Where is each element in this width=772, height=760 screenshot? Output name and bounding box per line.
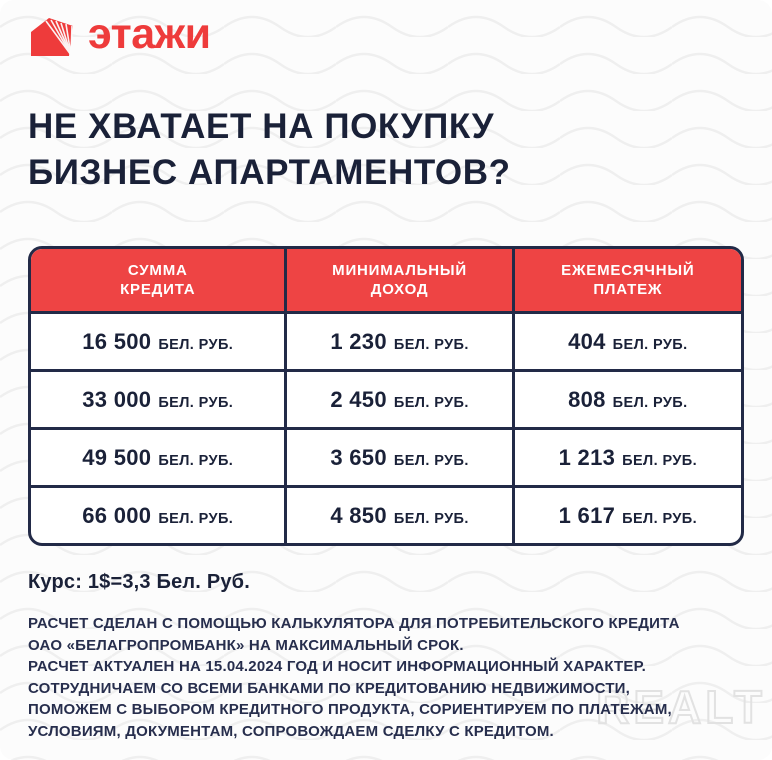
disclaimer-line: РАСЧЕТ АКТУАЛЕН НА 15.04.2024 ГОД И НОСИ… <box>28 658 646 675</box>
realt-watermark: REALT <box>595 680 766 734</box>
monthly-payment-cell: 808 БЕЛ. РУБ. <box>511 369 741 427</box>
currency-unit: БЕЛ. РУБ. <box>622 510 698 527</box>
currency-unit: БЕЛ. РУБ. <box>393 510 469 527</box>
page-title-line2: БИЗНЕС АПАРТАМЕНТОВ? <box>28 153 511 192</box>
currency-unit: БЕЛ. РУБ. <box>393 394 469 411</box>
amount-value: 1 230 <box>330 328 387 354</box>
table-row: 49 500 БЕЛ. РУБ. 3 650 БЕЛ. РУБ. 1 213 БЕЛ.… <box>31 427 741 485</box>
table-header-row: СУММА КРЕДИТА МИНИМАЛЬНЫЙ ДОХОД ЕЖЕМЕСЯЧ… <box>31 249 741 311</box>
currency-unit: БЕЛ. РУБ. <box>622 452 698 469</box>
column-header-monthly-payment: ЕЖЕМЕСЯЧНЫЙ ПЛАТЕЖ <box>511 249 741 311</box>
currency-unit: БЕЛ. РУБ. <box>612 394 688 411</box>
brand-logo: этажи <box>28 9 744 61</box>
monthly-payment-cell: 404 БЕЛ. РУБ. <box>511 311 741 369</box>
amount-value: 1 617 <box>558 502 616 528</box>
amount-value: 16 500 <box>82 328 152 354</box>
monthly-payment-cell: 1 213 БЕЛ. РУБ. <box>511 427 741 485</box>
brand-name: этажи <box>88 9 211 58</box>
credit-sum-cell: 66 000 БЕЛ. РУБ. <box>31 485 285 543</box>
exchange-rate-note: Курс: 1$=3,3 Бел. Руб. <box>28 571 250 593</box>
page-title-line1: НЕ ХВАТАЕТ НА ПОКУПКУ <box>28 107 495 146</box>
disclaimer-line: УСЛОВИЯМ, ДОКУМЕНТАМ, СОПРОВОЖДАЕМ СДЕЛК… <box>28 722 554 740</box>
currency-unit: БЕЛ. РУБ. <box>158 336 234 353</box>
credit-sum-cell: 49 500 БЕЛ. РУБ. <box>31 427 285 485</box>
disclaimer-line: ПОМОЖЕМ С ВЫБОРОМ КРЕДИТНОГО ПРОДУКТА, С… <box>28 701 672 718</box>
credit-table: СУММА КРЕДИТА МИНИМАЛЬНЫЙ ДОХОД ЕЖЕМЕСЯЧ… <box>28 246 744 546</box>
min-income-cell: 1 230 БЕЛ. РУБ. <box>284 311 512 369</box>
table-row: 66 000 БЕЛ. РУБ. 4 850 БЕЛ. РУБ. 1 617 БЕЛ.… <box>31 485 741 543</box>
disclaimer-line: ОАО «БЕЛАГРОПРОМБАНК» НА МАКСИМАЛЬНЫЙ СР… <box>28 636 464 654</box>
table-row: 33 000 БЕЛ. РУБ. 2 450 БЕЛ. РУБ. 808 БЕЛ. Р… <box>31 369 741 427</box>
credit-sum-cell: 16 500 БЕЛ. РУБ. <box>31 311 285 369</box>
column-header-credit-sum: СУММА КРЕДИТА <box>120 262 196 298</box>
content: этажи НЕ ХВАТАЕТ НА ПОКУПКУ БИЗНЕС АПАРТ… <box>28 9 744 742</box>
house-fan-icon <box>28 15 76 59</box>
table-row: 16 500 БЕЛ. РУБ. 1 230 БЕЛ. РУБ. 404 БЕЛ. Р… <box>31 311 741 369</box>
amount-value: 404 <box>568 328 606 354</box>
disclaimer: РАСЧЕТ СДЕЛАН С ПОМОЩЬЮ КАЛЬКУЛЯТОРА ДЛЯ… <box>28 613 744 742</box>
page-title: НЕ ХВАТАЕТ НА ПОКУПКУ БИЗНЕС АПАРТАМЕНТО… <box>28 104 744 196</box>
amount-value: 49 500 <box>82 444 152 470</box>
amount-value: 4 850 <box>330 502 387 528</box>
disclaimer-line: СОТРУДНИЧАЕМ СО ВСЕМИ БАНКАМИ ПО КРЕДИТО… <box>28 679 631 697</box>
currency-unit: БЕЛ. РУБ. <box>158 394 234 411</box>
min-income-cell: 2 450 БЕЛ. РУБ. <box>284 369 512 427</box>
amount-value: 66 000 <box>82 502 152 528</box>
currency-unit: БЕЛ. РУБ. <box>612 336 688 353</box>
credit-sum-cell: 33 000 БЕЛ. РУБ. <box>31 369 285 427</box>
column-header-min-income: МИНИМАЛЬНЫЙ ДОХОД <box>284 249 511 311</box>
amount-value: 2 450 <box>330 386 387 412</box>
amount-value: 3 650 <box>330 444 387 470</box>
currency-unit: БЕЛ. РУБ. <box>393 452 469 469</box>
min-income-cell: 3 650 БЕЛ. РУБ. <box>284 427 512 485</box>
min-income-cell: 4 850 БЕЛ. РУБ. <box>284 485 512 543</box>
amount-value: 808 <box>568 386 606 412</box>
currency-unit: БЕЛ. РУБ. <box>393 336 469 353</box>
currency-unit: БЕЛ. РУБ. <box>158 452 234 469</box>
amount-value: 1 213 <box>558 444 616 470</box>
amount-value: 33 000 <box>82 386 152 412</box>
currency-unit: БЕЛ. РУБ. <box>158 510 234 527</box>
disclaimer-line: РАСЧЕТ СДЕЛАН С ПОМОЩЬЮ КАЛЬКУЛЯТОРА ДЛЯ… <box>28 615 680 632</box>
monthly-payment-cell: 1 617 БЕЛ. РУБ. <box>511 485 741 543</box>
